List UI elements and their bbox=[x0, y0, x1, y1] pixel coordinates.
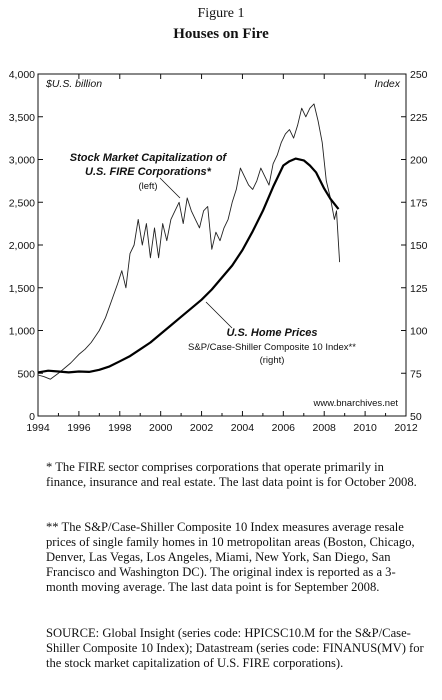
x-tick-label: 2008 bbox=[313, 422, 337, 434]
annotation-home-line1: U.S. Home Prices bbox=[226, 327, 317, 339]
y-right-tick-label: 50 bbox=[410, 411, 422, 423]
note-case-shiller: ** The S&P/Case-Shiller Composite 10 Ind… bbox=[46, 520, 415, 594]
y-right-tick-label: 150 bbox=[410, 240, 428, 252]
annotation-stock-line1: Stock Market Capitalization of bbox=[70, 152, 228, 164]
x-tick-label: 2010 bbox=[353, 422, 377, 434]
note-source: SOURCE: Global Insight (series code: HPI… bbox=[46, 626, 424, 670]
y-left-tick-label: 2,500 bbox=[9, 197, 35, 209]
y-left-tick-label: 3,500 bbox=[9, 112, 35, 124]
y-left-tick-label: 0 bbox=[29, 411, 35, 423]
annotation-stock-leader bbox=[159, 177, 181, 199]
annotation-stock-line3: (left) bbox=[139, 181, 158, 192]
x-tick-label: 2000 bbox=[149, 422, 173, 434]
x-tick-label: 2002 bbox=[190, 422, 214, 434]
y-left-tick-label: 3,000 bbox=[9, 155, 35, 167]
y-left-tick-label: 1,000 bbox=[9, 326, 35, 338]
y-right-tick-label: 225 bbox=[410, 112, 428, 124]
y-right-tick-label: 100 bbox=[410, 326, 428, 338]
y-left-tick-label: 1,500 bbox=[9, 283, 35, 295]
y-right-tick-label: 250 bbox=[410, 69, 428, 81]
series-line-stock-market-cap bbox=[37, 103, 341, 380]
y-left-tick-label: 4,000 bbox=[9, 69, 35, 81]
source-label: www.bnarchives.net bbox=[313, 398, 399, 409]
x-tick-label: 2012 bbox=[394, 422, 418, 434]
x-tick-label: 1994 bbox=[26, 422, 50, 434]
series-line-home-prices bbox=[37, 157, 340, 374]
annotation-home-line2: S&P/Case-Shiller Composite 10 Index** bbox=[188, 342, 356, 353]
annotation-home-leader bbox=[205, 301, 233, 329]
y-right-tick-label: 125 bbox=[410, 283, 428, 295]
plot-frame bbox=[37, 73, 407, 417]
chart: 1994 1996 1998 2000 2002 2004 2006 2008 2010 2012… bbox=[9, 69, 428, 434]
x-tick-label: 2004 bbox=[231, 422, 255, 434]
note-fire-sector: * The FIRE sector comprises corporations… bbox=[46, 460, 417, 489]
y-left-tick-label: 500 bbox=[17, 368, 35, 380]
y-right-tick-label: 75 bbox=[410, 368, 422, 380]
x-tick-label: 1998 bbox=[108, 422, 132, 434]
y-left-tick-label: 2,000 bbox=[9, 240, 35, 252]
x-tick-label: 2006 bbox=[272, 422, 296, 434]
figure-title: Houses on Fire bbox=[173, 26, 269, 42]
figure-label: Figure 1 bbox=[197, 6, 245, 21]
y-right-tick-label: 200 bbox=[410, 155, 428, 167]
y-right-tick-label: 175 bbox=[410, 197, 428, 209]
x-tick-label: 1996 bbox=[67, 422, 91, 434]
annotation-stock-line2: U.S. FIRE Corporations* bbox=[85, 166, 212, 178]
right-axis-unit: Index bbox=[374, 78, 400, 90]
left-axis-unit: $U.S. billion bbox=[45, 78, 102, 90]
annotation-home-line3: (right) bbox=[260, 355, 285, 366]
